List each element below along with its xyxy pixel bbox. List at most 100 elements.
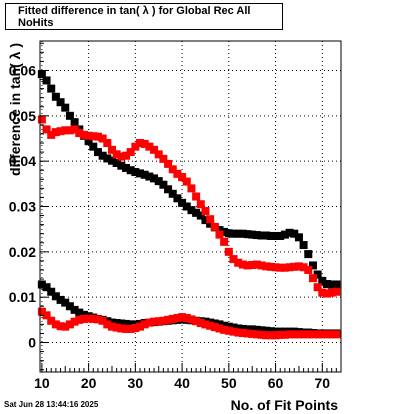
data-point [117,319,126,328]
data-point [117,324,126,333]
data-point [61,103,70,112]
data-point [122,324,130,333]
data-point [210,222,219,231]
data-point [220,227,229,236]
data-point [224,229,233,238]
data-point [243,261,252,270]
x-tick-label: 20 [81,375,97,391]
data-point [84,131,93,140]
data-point [215,320,224,329]
data-point [37,280,46,289]
x-tick-label: 10 [34,375,50,391]
data-point [229,255,238,264]
data-point [238,260,247,269]
data-point [234,324,243,333]
data-point [84,314,93,323]
data-point [51,320,60,329]
data-point [318,288,327,297]
data-point [257,326,266,335]
data-point [187,315,196,324]
data-point [243,230,252,239]
y-axis-title: difference in tan( λ ) [7,43,23,176]
data-point [294,262,303,271]
data-point [243,325,252,334]
data-point [206,321,215,330]
data-point [112,319,121,328]
data-point [178,173,187,182]
data-point [70,317,79,326]
data-point [266,262,275,271]
data-point [75,129,84,138]
data-point [182,202,191,211]
data-point [61,322,70,331]
data-point [47,287,56,296]
data-point [206,215,215,224]
data-point [61,126,70,135]
data-point [65,320,74,329]
x-tick-label: 50 [221,375,237,391]
data-point [75,308,84,317]
data-point [65,111,74,120]
data-point [248,260,257,269]
data-point [271,263,280,272]
data-point [313,283,322,292]
y-tick-label: 0 [28,335,36,351]
data-point [304,265,313,274]
data-point [89,142,98,151]
data-point [187,184,196,193]
data-point [304,250,313,259]
data-point [51,292,60,301]
data-point [238,229,247,238]
data-point [75,315,84,324]
data-point [173,169,182,178]
data-point [271,231,280,240]
data-point [84,137,93,146]
data-point [56,127,65,136]
x-tick-label: 40 [174,375,190,391]
data-point [70,125,79,134]
data-point [98,134,107,143]
data-point [248,325,257,334]
y-tick-label: 0.01 [9,289,36,305]
data-point [224,326,233,335]
data-point [159,154,168,163]
data-point [145,142,154,151]
data-point [252,231,261,240]
data-point [210,323,219,332]
data-point [159,180,168,189]
data-point [308,261,317,270]
chart-title-box: Fitted difference in tan( λ ) for Global… [5,3,283,30]
data-point [164,315,173,324]
x-axis-title: No. of Fit Points [231,397,339,413]
data-point [201,320,210,329]
data-point [112,158,121,167]
data-point [229,229,238,238]
data-point [126,324,135,333]
data-point [168,165,177,174]
data-point [79,130,88,139]
data-point [79,314,88,323]
data-point [262,326,271,335]
data-point [107,156,116,165]
data-point [313,330,322,339]
data-point [47,130,56,139]
tick-labels: 10 20 30 40 50 60 70 0 0.01 0.02 0.03 0.04 0.05 0.06 [9,62,331,391]
data-point [154,317,163,326]
y-tick-label: 0.02 [9,244,36,260]
data-point [318,330,327,339]
data-point [182,177,191,186]
data-point [327,330,336,339]
data-point [98,316,107,325]
data-point [215,226,224,235]
data-point [192,208,201,217]
data-point [154,150,163,159]
data-point [215,324,224,333]
data-point [140,320,149,329]
data-point [178,198,187,207]
data-point [37,70,46,79]
data-point [248,230,257,239]
data-point [224,247,233,256]
y-tick-label: 0.04 [9,153,36,169]
data-point [252,325,261,334]
